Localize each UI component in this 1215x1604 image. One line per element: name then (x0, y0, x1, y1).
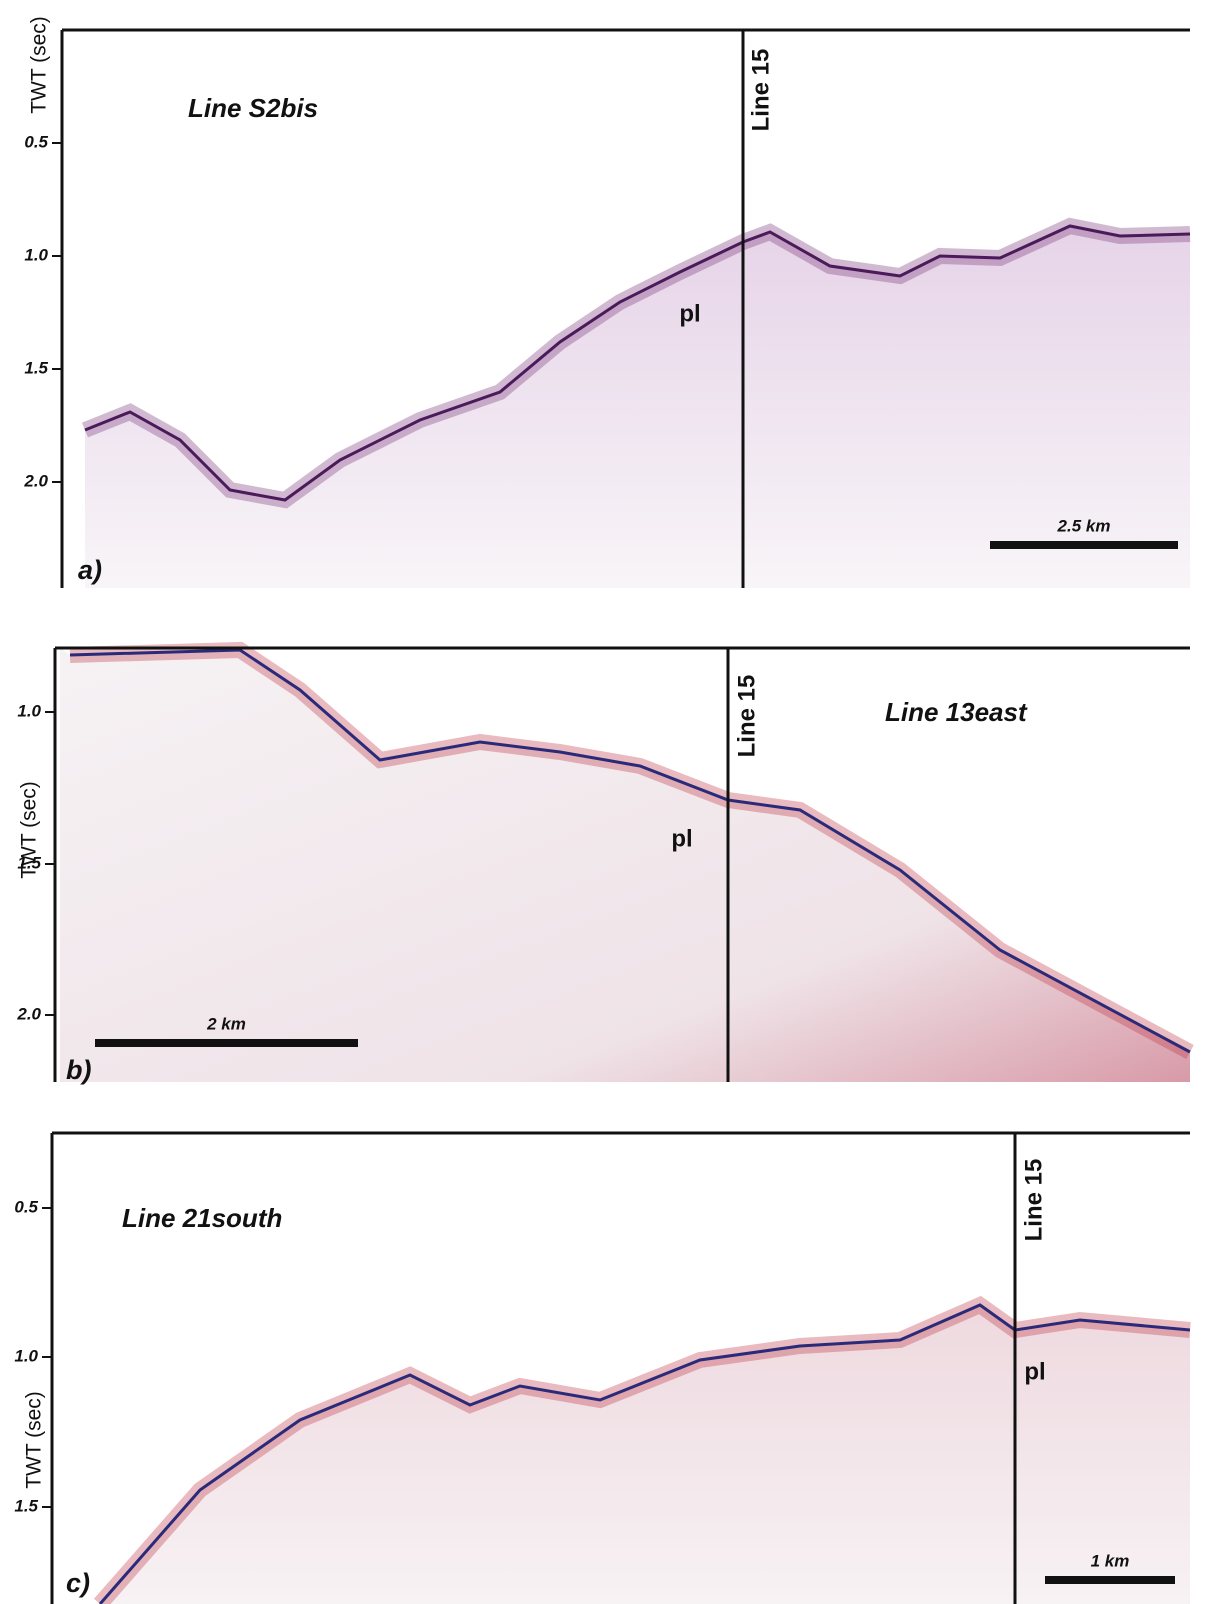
panel: 0.5 1.0 1.5 2.0 TWT (sec) Line S2bis Line 15 pl… (23, 16, 1191, 588)
axis-label: TWT (sec) (28, 16, 51, 114)
crossline-label: Line 15 (1020, 1159, 1047, 1242)
seismic-section (60, 648, 1190, 1082)
axis-label: TWT (sec) (18, 781, 41, 879)
y-tick-label: 0.5 (14, 1197, 38, 1216)
line-title: Line 13east (885, 697, 1028, 727)
line-title: Line S2bis (188, 93, 318, 123)
y-tick-label: 1.5 (17, 853, 41, 872)
feature-label: pl (679, 300, 700, 327)
y-tick-label: 1.5 (24, 358, 48, 377)
scale-label: 2 km (206, 1014, 246, 1033)
scale-label: 2.5 km (1057, 516, 1111, 535)
panel-label: b) (66, 1055, 91, 1085)
seafloor (69, 648, 1191, 1054)
seismic-section (100, 1305, 1190, 1604)
seafloor (84, 224, 1191, 502)
panel-label: a) (78, 555, 102, 585)
seafloor (98, 1303, 1191, 1604)
panel: 0.5 1.0 1.5 TWT (sec) Line 21south Line 15 pl 1… (14, 1131, 1191, 1604)
scale-label: 1 km (1091, 1551, 1130, 1570)
crossline-label: Line 15 (747, 49, 774, 132)
panel: 1.0 1.5 2.0 TWT (sec) Line 13east Line 15 pl 2 … (16, 641, 1194, 1085)
y-tick-label: 0.5 (24, 132, 48, 151)
y-tick-label: 2.0 (16, 1004, 41, 1023)
feature-label: pl (671, 825, 692, 852)
y-tick-label: 1.0 (24, 245, 48, 264)
seismic-section (85, 226, 1190, 588)
y-tick-label: 1.0 (17, 701, 41, 720)
feature-label: pl (1024, 1358, 1045, 1385)
line-title: Line 21south (122, 1203, 282, 1233)
panel-label: c) (66, 1568, 90, 1598)
crossline-label: Line 15 (733, 675, 760, 758)
axis-label: TWT (sec) (23, 1391, 46, 1489)
y-tick-label: 2.0 (23, 471, 48, 490)
y-tick-label: 1.0 (14, 1346, 38, 1365)
y-tick-label: 1.5 (14, 1496, 38, 1515)
